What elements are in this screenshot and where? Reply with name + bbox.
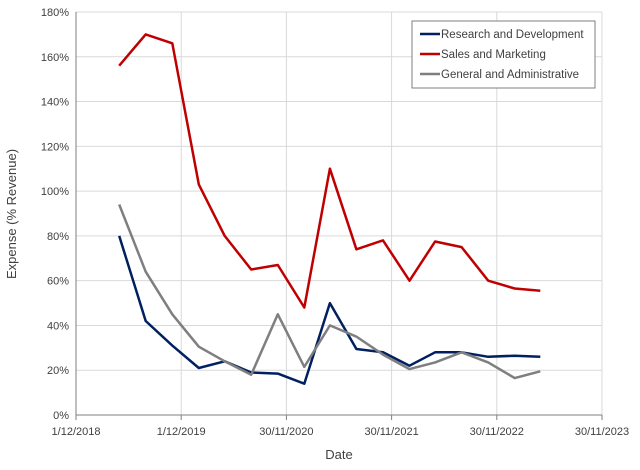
legend-label: General and Administrative bbox=[441, 69, 579, 81]
x-tick-label: 30/11/2021 bbox=[364, 426, 418, 438]
legend-label: Sales and Marketing bbox=[441, 49, 546, 61]
x-tick-label: 30/11/2023 bbox=[575, 426, 629, 438]
x-axis-label: Date bbox=[325, 447, 352, 462]
y-tick-label: 40% bbox=[47, 320, 69, 332]
legend: Research and Development Sales and Market… bbox=[411, 20, 596, 89]
y-tick-label: 80% bbox=[47, 231, 69, 243]
x-tick-label: 1/12/2019 bbox=[157, 426, 206, 438]
x-tick-label: 30/11/2020 bbox=[259, 426, 313, 438]
series-line-sales-and-marketing bbox=[118, 33, 541, 309]
legend-label: Research and Development bbox=[441, 29, 584, 41]
x-tick-label: 30/11/2022 bbox=[470, 426, 524, 438]
y-axis-label: Expense (% Revenue) bbox=[4, 149, 19, 279]
x-tick-label: 1/12/2018 bbox=[52, 426, 101, 438]
y-tick-label: 160% bbox=[41, 52, 69, 64]
axes: 0% 20% 40% 60% 80% 100% 120% 140% 160% 180% 1/12/2… bbox=[41, 7, 629, 438]
y-tick-label: 100% bbox=[41, 186, 69, 198]
series-line-general-and-administrative bbox=[118, 204, 541, 380]
y-tick-label: 20% bbox=[47, 365, 69, 377]
y-tick-label: 120% bbox=[41, 141, 69, 153]
gridlines bbox=[76, 11, 603, 415]
series-lines bbox=[118, 33, 541, 385]
y-tick-label: 60% bbox=[47, 276, 69, 288]
y-tick-label: 140% bbox=[41, 97, 69, 109]
y-tick-label: 180% bbox=[41, 7, 69, 19]
series-line-research-and-development bbox=[118, 235, 541, 385]
legend-box bbox=[411, 20, 596, 89]
y-tick-label: 0% bbox=[53, 410, 69, 422]
